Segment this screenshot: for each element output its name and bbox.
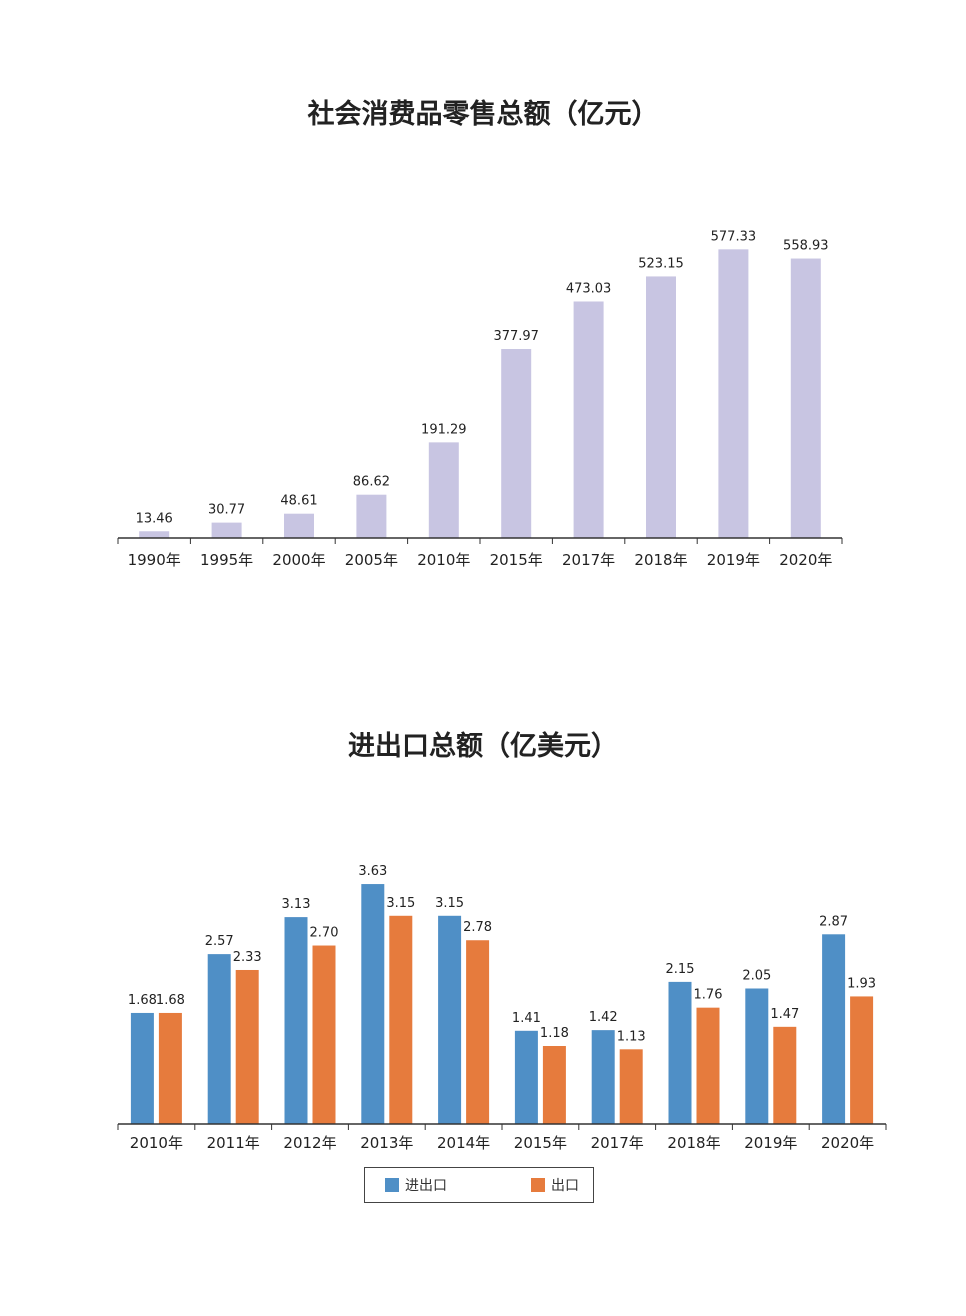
legend-item-export: 出口 <box>531 1177 579 1194</box>
import-export-bar <box>361 884 385 1124</box>
retail-value-label: 558.93 <box>783 239 829 254</box>
legend-item-import-export: 进出口 <box>385 1177 447 1194</box>
import-export-bar <box>514 1030 538 1124</box>
export-value-label: 1.68 <box>156 993 185 1008</box>
import-export-value-label: 3.13 <box>282 897 311 912</box>
import-export-bar <box>438 915 462 1124</box>
retail-bar <box>284 513 314 538</box>
retail-value-label: 30.77 <box>208 503 245 518</box>
export-value-label: 1.93 <box>847 976 876 991</box>
import-export-value-label: 3.63 <box>358 864 387 879</box>
retail-category-label: 2000年 <box>272 551 325 569</box>
export-value-label: 1.47 <box>770 1007 799 1022</box>
legend-label-export: 出口 <box>551 1178 579 1194</box>
import-export-value-label: 2.15 <box>666 962 695 977</box>
export-bar <box>466 940 490 1124</box>
retail-value-label: 13.46 <box>136 511 173 526</box>
legend-swatch-import-export <box>385 1178 399 1192</box>
trade-category-label: 2017年 <box>591 1134 644 1152</box>
trade-category-label: 2013年 <box>360 1134 413 1152</box>
retail-bar <box>356 494 387 538</box>
trade-category-label: 2019年 <box>744 1134 797 1152</box>
import-export-value-label: 3.15 <box>435 896 464 911</box>
import-export-value-label: 2.87 <box>819 914 848 929</box>
export-value-label: 3.15 <box>386 896 415 911</box>
export-value-label: 1.76 <box>694 988 723 1003</box>
retail-value-label: 377.97 <box>493 329 539 344</box>
retail-bar <box>211 522 242 538</box>
trade-category-label: 2020年 <box>821 1134 874 1152</box>
import-export-value-label: 1.42 <box>589 1010 618 1025</box>
trade-category-label: 2015年 <box>514 1134 567 1152</box>
retail-bar <box>790 258 821 538</box>
retail-value-label: 48.61 <box>280 494 317 509</box>
trade-chart-title: 进出口总额（亿美元） <box>348 731 618 762</box>
trade-category-label: 2012年 <box>283 1134 336 1152</box>
retail-bar <box>573 301 604 538</box>
import-export-value-label: 1.41 <box>512 1011 541 1026</box>
retail-value-label: 523.15 <box>638 256 684 271</box>
retail-value-label: 473.03 <box>566 281 612 296</box>
retail-category-label: 2019年 <box>707 551 760 569</box>
export-value-label: 2.33 <box>233 950 262 965</box>
export-bar <box>312 945 336 1124</box>
legend-swatch-export <box>531 1178 545 1192</box>
retail-chart: 13.46 1990年 30.77 1995年 48.61 2000年 86.62 2005年… <box>117 229 843 569</box>
trade-chart: 1.68 1.68 2010年 2.572.33 2011年 3.13 2.70 2012年 3… <box>117 864 887 1152</box>
import-export-value-label: 1.68 <box>128 993 157 1008</box>
retail-chart-title: 社会消费品零售总额（亿元） <box>307 99 659 130</box>
import-export-value-label: 2.57 <box>205 934 234 949</box>
retail-category-label: 2005年 <box>345 551 398 569</box>
retail-category-label: 1995年 <box>200 551 253 569</box>
import-export-bar <box>591 1030 615 1124</box>
export-bar <box>696 1007 720 1124</box>
import-export-bar <box>822 934 846 1124</box>
retail-category-label: 2015年 <box>490 551 543 569</box>
import-export-bar <box>284 917 308 1124</box>
export-value-label: 2.78 <box>463 920 492 935</box>
export-value-label: 2.70 <box>310 926 339 941</box>
import-export-bar <box>130 1012 154 1124</box>
trade-legend: 进出口 出口 <box>364 1167 594 1203</box>
import-export-bar <box>745 988 769 1124</box>
export-bar <box>542 1046 566 1124</box>
import-export-bar <box>668 981 692 1124</box>
export-value-label: 1.18 <box>540 1026 569 1041</box>
legend-label-import-export: 进出口 <box>405 1178 447 1194</box>
export-bar <box>773 1026 797 1124</box>
retail-bar <box>428 442 459 538</box>
retail-value-label: 86.62 <box>353 475 390 490</box>
retail-bar <box>646 276 676 538</box>
retail-category-label: 1990年 <box>128 551 181 569</box>
export-bar <box>158 1012 182 1124</box>
export-value-label: 1.13 <box>617 1029 646 1044</box>
trade-category-label: 2018年 <box>667 1134 720 1152</box>
import-export-bar <box>207 954 231 1124</box>
retail-category-label: 2010年 <box>417 551 470 569</box>
trade-category-label: 2011年 <box>207 1134 260 1152</box>
retail-value-label: 191.29 <box>421 422 467 437</box>
trade-category-label: 2014年 <box>437 1134 490 1152</box>
export-bar <box>850 996 874 1124</box>
export-bar <box>235 969 259 1124</box>
retail-value-label: 577.33 <box>711 229 757 244</box>
export-bar <box>389 915 413 1124</box>
retail-category-label: 2020年 <box>779 551 832 569</box>
import-export-value-label: 2.05 <box>742 968 771 983</box>
retail-category-label: 2018年 <box>634 551 687 569</box>
retail-bar <box>139 531 170 538</box>
retail-bar <box>501 349 532 538</box>
export-bar <box>619 1049 643 1124</box>
retail-category-label: 2017年 <box>562 551 615 569</box>
retail-bar <box>718 249 749 538</box>
trade-category-label: 2010年 <box>130 1134 183 1152</box>
